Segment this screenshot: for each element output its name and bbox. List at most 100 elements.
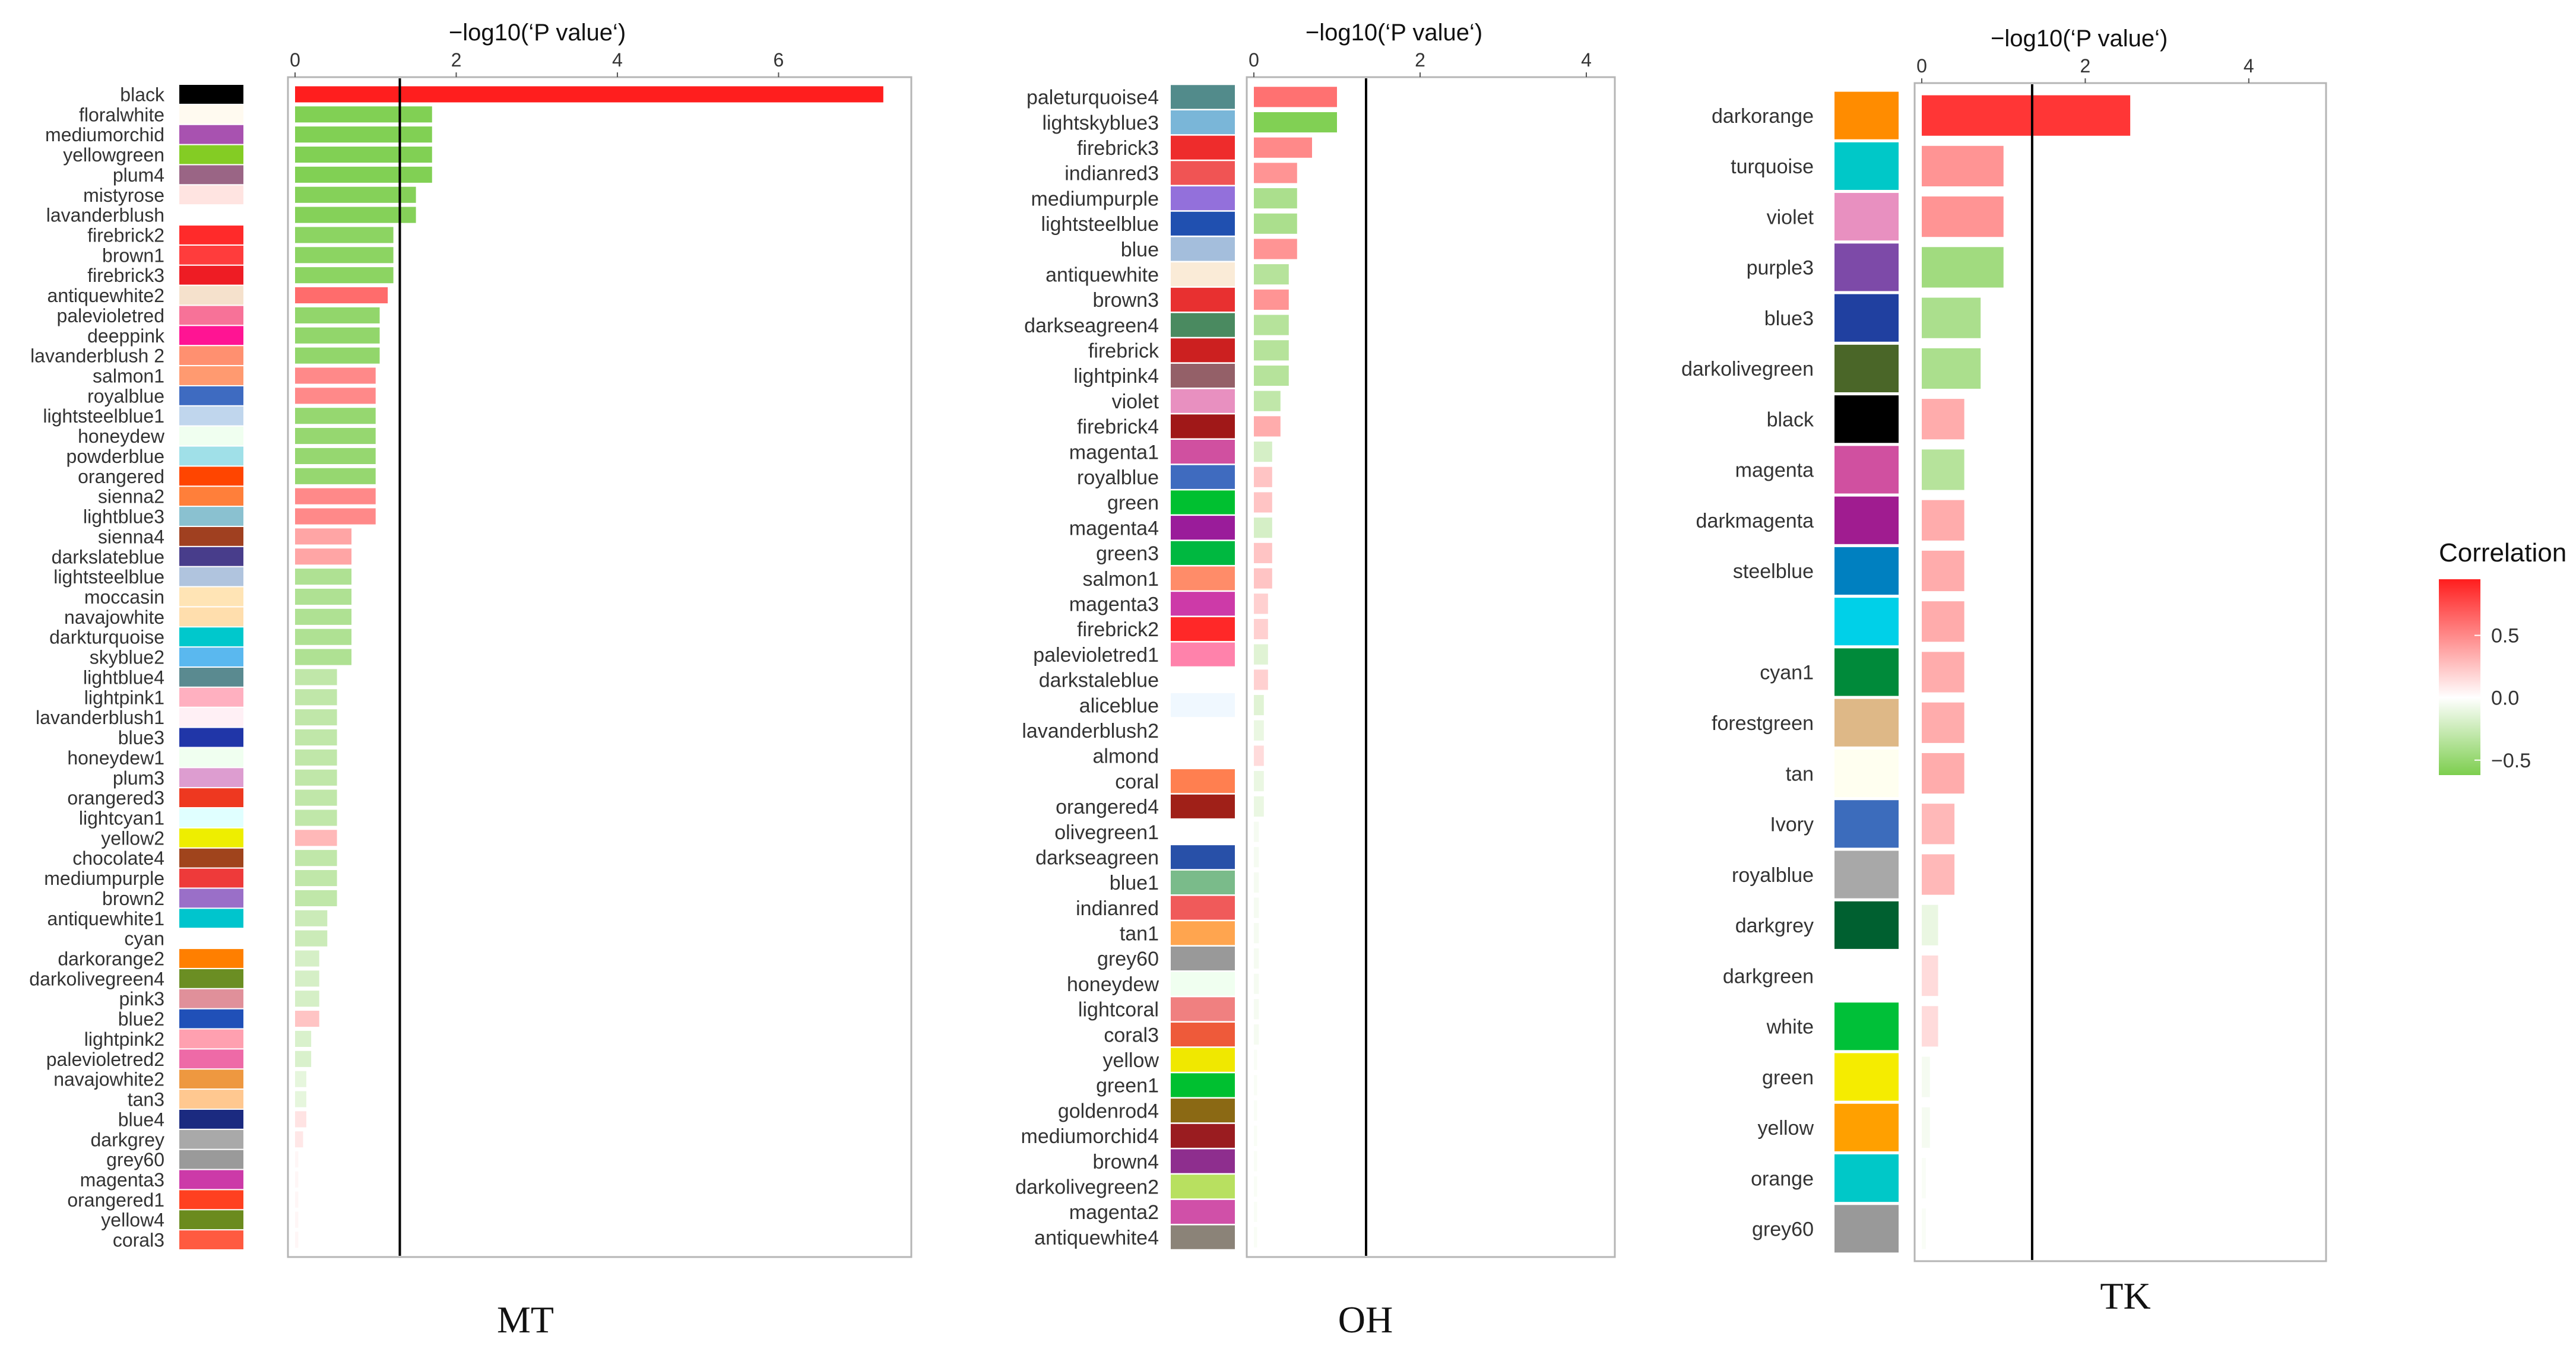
module-color-tile: [1171, 1149, 1235, 1173]
module-color-tile: [179, 868, 243, 888]
module-label: palevioletred2: [46, 1049, 164, 1070]
legend-tick-label: −0.5: [2491, 750, 2531, 772]
module-label: honeydew: [1067, 973, 1159, 996]
module-label: blue: [1121, 239, 1159, 261]
module-color-tile: [179, 627, 243, 647]
module-color-tile: [179, 386, 243, 405]
module-color-tile: [1171, 769, 1235, 793]
panel-tk: −log10(‘P value‘) 0 2 4 darkorange turquoise v…: [1681, 26, 2327, 1317]
module-label: brown3: [1092, 289, 1159, 312]
module-color-tile: [179, 1090, 243, 1109]
pvalue-bar: [295, 629, 352, 645]
pvalue-bar: [1254, 163, 1297, 183]
module-label: aliceblue: [1079, 694, 1159, 717]
module-label: powderblue: [66, 446, 164, 467]
pvalue-bar: [295, 287, 388, 304]
module-color-tile: [1834, 547, 1899, 595]
module-color-tile: [179, 104, 243, 124]
module-color-tile: [179, 547, 243, 566]
module-label: darkgrey: [91, 1129, 165, 1150]
correlation-legend: Correlation 0.5 0.0 −0.5: [2439, 538, 2567, 775]
module-color-tile: [1834, 294, 1899, 342]
pvalue-bar: [295, 508, 376, 525]
module-label: royalblue: [1077, 466, 1159, 489]
pvalue-bar: [295, 950, 319, 967]
x-tick-label: 6: [774, 49, 784, 71]
pvalue-bar: [1254, 694, 1264, 716]
module-color-tile: [179, 687, 243, 707]
module-label: sienna2: [98, 486, 164, 507]
module-color-tile: [179, 185, 243, 205]
module-color-tile: [1171, 1225, 1235, 1249]
module-label: magenta1: [1069, 441, 1159, 464]
module-color-tile: [1834, 344, 1899, 393]
module-label: lightsteelblue: [1041, 213, 1159, 236]
module-label: darkturquoise: [49, 627, 164, 648]
module-label: grey60: [1752, 1218, 1814, 1241]
pvalue-bar: [1254, 492, 1272, 513]
pvalue-bar: [1254, 847, 1259, 868]
module-label: navajowhite2: [53, 1069, 164, 1090]
module-color-tile: [1834, 496, 1899, 544]
module-color-tile: [1834, 749, 1899, 798]
module-color-tile: [179, 145, 243, 164]
pvalue-bar: [1922, 854, 1955, 895]
module-label: green1: [1096, 1075, 1159, 1097]
x-tick-label: 2: [2080, 55, 2091, 77]
x-axis-title: −log10(‘P value‘): [449, 20, 626, 46]
panel-caption: TK: [2100, 1275, 2150, 1317]
module-color-tile: [179, 226, 243, 245]
module-label: darkseagreen4: [1024, 315, 1159, 337]
pvalue-bar: [295, 1050, 312, 1067]
module-label: royalblue: [87, 385, 164, 407]
pvalue-bar: [295, 769, 337, 786]
module-color-tile: [1171, 465, 1235, 489]
pvalue-bar: [1922, 904, 1938, 945]
module-label: darkstaleblue: [1039, 669, 1159, 692]
module-color-tile: [1834, 446, 1899, 494]
module-color-tile: [1834, 1205, 1899, 1253]
module-label: honeydew1: [67, 747, 164, 769]
pvalue-bar: [1922, 348, 1981, 389]
module-label: green: [1762, 1066, 1814, 1089]
pvalue-bar: [295, 86, 883, 103]
module-label: coral3: [113, 1230, 164, 1251]
pvalue-bar: [1922, 500, 1965, 541]
module-color-tile: [1171, 794, 1235, 818]
module-color-tile: [1834, 142, 1899, 190]
module-label: deeppink: [87, 325, 165, 347]
module-color-tile: [179, 848, 243, 868]
pvalue-bar: [295, 729, 337, 746]
pvalue-bar: [295, 850, 337, 866]
module-label: palevioletred1: [1033, 644, 1159, 666]
module-color-tile: [1171, 237, 1235, 261]
pvalue-bar: [295, 1071, 307, 1087]
module-label: steelblue: [1733, 560, 1814, 583]
module-color-tile: [1171, 85, 1235, 109]
module-label: blue3: [118, 727, 164, 748]
panel-caption: MT: [497, 1299, 554, 1341]
module-label: blue2: [118, 1008, 164, 1030]
pvalue-bar: [295, 608, 352, 625]
module-color-tile: [1171, 668, 1235, 692]
module-color-tile: [1171, 718, 1235, 742]
module-color-tile: [179, 1210, 243, 1230]
module-color-tile: [1834, 243, 1899, 291]
pvalue-bar: [1254, 999, 1259, 1020]
module-color-tile: [1834, 901, 1899, 949]
module-color-tile: [179, 85, 243, 104]
module-color-tile: [1834, 648, 1899, 696]
pvalue-bar: [295, 347, 380, 364]
module-label: lavanderblush1: [36, 707, 164, 728]
pvalue-bar: [295, 569, 352, 585]
pvalue-bar: [295, 991, 319, 1007]
module-color-tile: [179, 828, 243, 848]
pvalue-bar: [1922, 1107, 1930, 1148]
module-color-tile: [1171, 186, 1235, 211]
pvalue-bar: [1922, 145, 2004, 186]
module-color-tile: [1171, 845, 1235, 869]
pvalue-bar: [295, 789, 337, 806]
module-label: blue3: [1764, 307, 1814, 330]
legend-tick-label: 0.5: [2491, 625, 2519, 647]
module-label: lightblue4: [83, 666, 164, 688]
